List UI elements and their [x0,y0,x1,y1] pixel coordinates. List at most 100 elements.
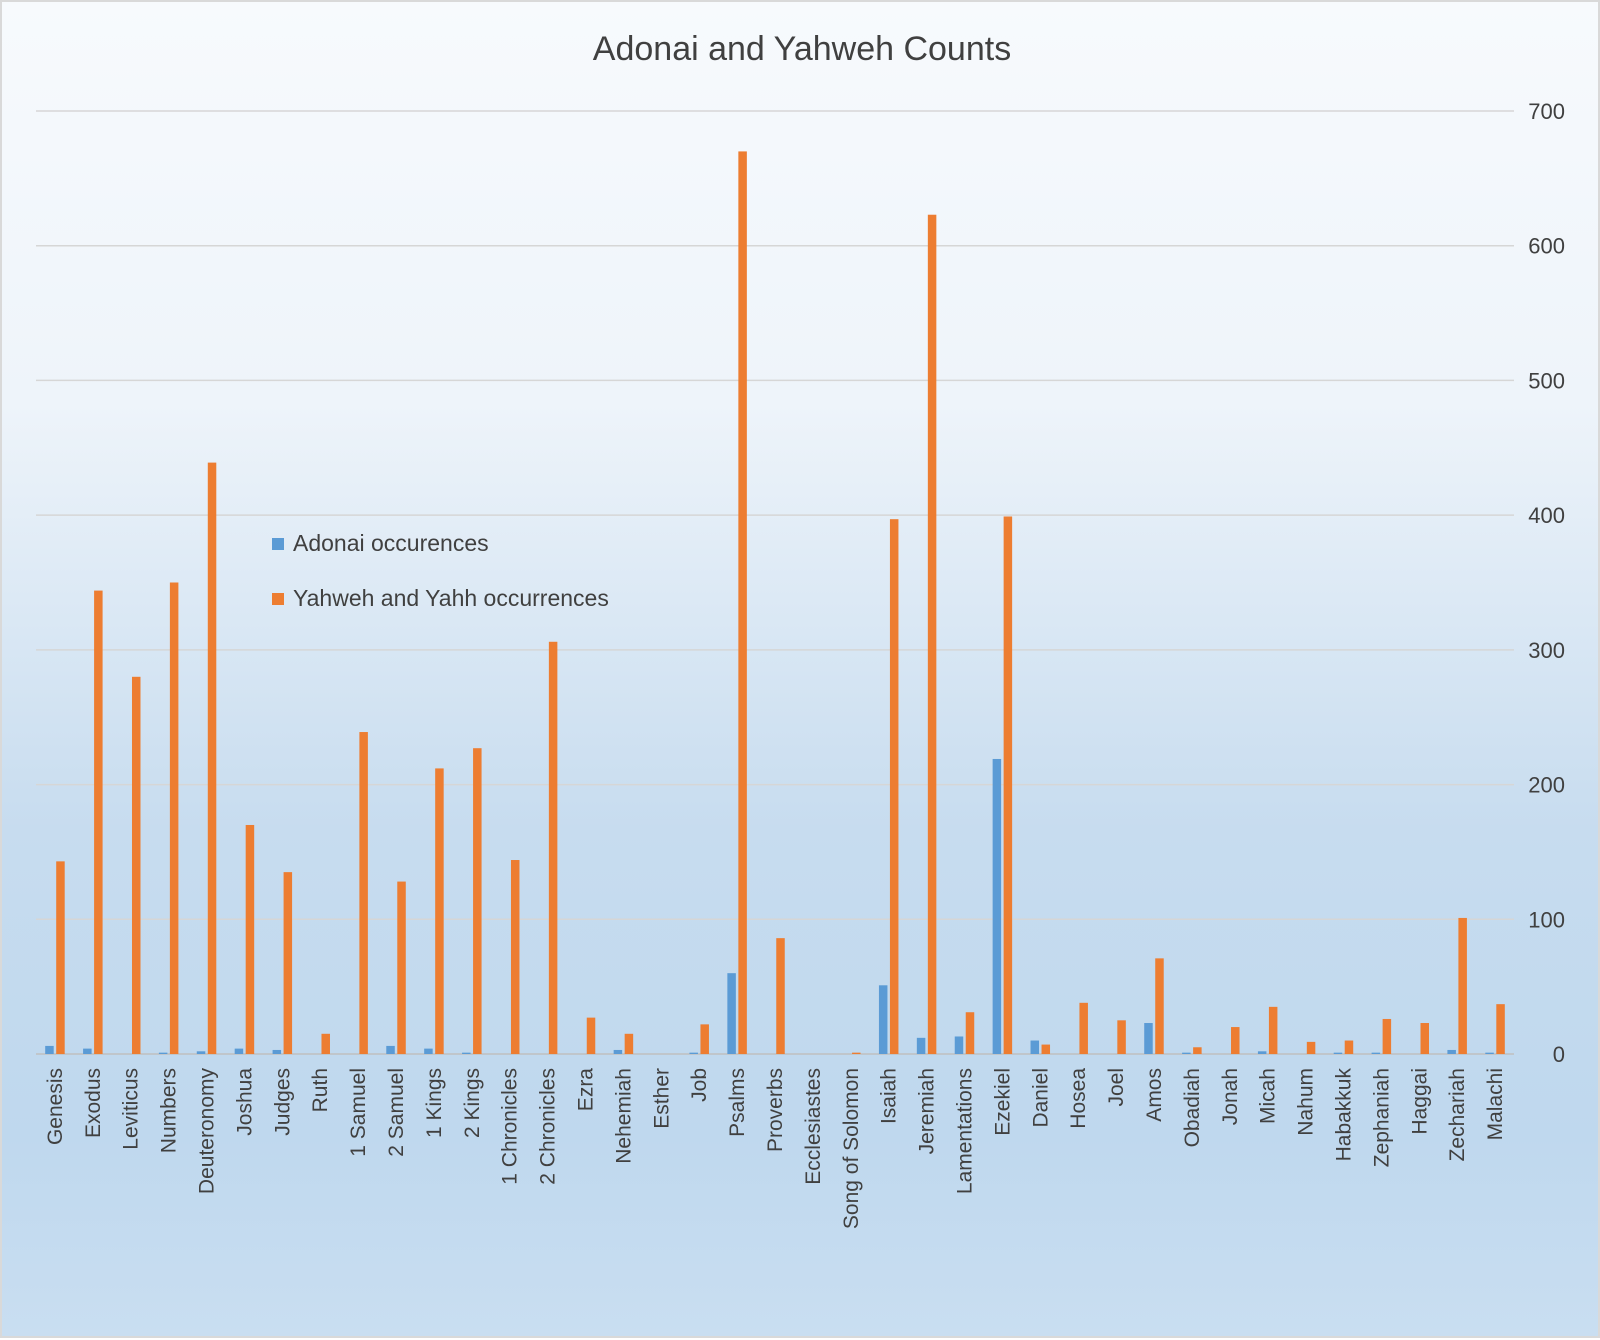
bar-yahweh [435,768,444,1054]
bar-yahweh [776,938,785,1054]
bar-yahweh [510,860,520,1054]
x-category-label: Numbers [158,1068,181,1153]
bar-adonai [1182,1052,1191,1054]
bar-yahweh [359,732,368,1054]
legend-label-adonai: Adonai occurences [293,530,489,556]
x-category-label: Ezra [575,1068,598,1112]
bar-yahweh [1079,1002,1088,1054]
bar-adonai [992,758,1002,1054]
bar-adonai [916,1037,926,1054]
bar-adonai [689,1052,698,1054]
bar-yahweh [1193,1047,1202,1054]
bar-yahweh [624,1033,634,1054]
x-category-label: 1 Kings [423,1068,446,1138]
x-axis-categories: Genesis Exodus Leviticus Numbers Deuteronomy… [44,1068,1507,1230]
x-category-label: Isaiah [878,1068,901,1124]
bar-adonai [613,1049,623,1054]
x-category-label: Malachi [1484,1068,1507,1140]
bar-yahweh [1458,917,1467,1054]
legend-swatch-adonai [272,537,284,550]
bar-adonai [386,1045,395,1054]
bar-adonai [158,1052,168,1054]
x-category-label: Haggai [1408,1068,1431,1135]
bar-adonai [1485,1052,1494,1054]
bar-adonai [272,1049,282,1054]
bar-yahweh [1306,1041,1316,1054]
legend-swatch-yahweh [272,592,284,605]
bar-adonai [462,1052,471,1054]
y-axis-ticks: 0 100 200 300 400 500 600 700 [1528,99,1565,1067]
x-category-label: Micah [1257,1068,1280,1124]
x-category-label: Leviticus [120,1068,143,1150]
legend: Adonai occurences Yahweh and Yahh occurr… [272,530,609,640]
bar-yahweh [56,861,65,1054]
gridlines [36,110,1514,1055]
x-category-label: Jonah [1219,1068,1242,1125]
bar-adonai [234,1048,244,1054]
x-category-label: Jeremiah [916,1068,939,1154]
bar-yahweh [397,881,406,1054]
x-category-label: Ezekiel [991,1068,1014,1136]
bar-adonai [1447,1049,1456,1054]
x-category-label: 2 Samuel [385,1068,408,1157]
y-tick-label: 200 [1528,773,1565,798]
x-category-label: Hosea [1067,1068,1090,1129]
bar-yahweh [927,214,937,1055]
x-category-label: Zephaniah [1370,1068,1393,1167]
bar-yahweh [207,462,217,1055]
x-category-label: Habakkuk [1332,1068,1355,1162]
x-category-label: Judges [271,1068,294,1136]
bar-yahweh [473,748,482,1054]
bar-yahweh [283,872,293,1054]
x-category-label: Daniel [1029,1068,1052,1128]
bar-yahweh [1382,1018,1392,1054]
bar-yahweh [1344,1040,1354,1054]
bar-yahweh [245,824,255,1054]
bar-yahweh [321,1033,330,1054]
y-tick-label: 300 [1528,638,1565,663]
y-tick-label: 100 [1528,907,1565,932]
x-category-label: Genesis [44,1068,67,1145]
bar-yahweh [1420,1023,1430,1054]
x-category-label: Proverbs [764,1068,787,1152]
bar-yahweh [889,519,899,1054]
bar-adonai [954,1036,964,1054]
y-tick-label: 600 [1528,234,1565,259]
bar-adonai [424,1048,433,1054]
bar-adonai [1371,1052,1381,1054]
x-category-label: Joel [1105,1068,1128,1107]
x-category-label: Song of Solomon [840,1068,863,1229]
bar-yahweh [131,676,141,1054]
bar-adonai [1257,1051,1267,1054]
bar-yahweh [965,1012,975,1054]
legend-label-yahweh: Yahweh and Yahh occurrences [293,585,609,611]
x-category-label: Job [688,1068,711,1102]
bar-yahweh [94,590,103,1054]
bar-yahweh [1003,516,1013,1054]
x-category-label: Deuteronomy [196,1068,219,1195]
x-category-label: Lamentations [953,1068,976,1194]
x-category-label: 2 Kings [461,1068,484,1138]
x-category-label: Psalms [726,1068,749,1137]
x-category-label: Amos [1143,1068,1166,1122]
x-category-label: Esther [650,1068,673,1129]
legend-entry-yahweh: Yahweh and Yahh occurrences [272,585,609,612]
y-tick-label: 0 [1553,1042,1565,1067]
x-category-label: 1 Chronicles [499,1068,522,1185]
bar-yahweh [1155,958,1164,1054]
bar-yahweh [738,151,747,1054]
legend-entry-adonai: Adonai occurences [272,530,609,557]
x-category-label: Zechariah [1446,1068,1469,1161]
bar-adonai [83,1048,92,1054]
x-category-label: 2 Chronicles [537,1068,560,1185]
bar-adonai [196,1051,206,1054]
bar-yahweh [1268,1006,1278,1054]
bar-yahweh [1041,1044,1051,1054]
bar-adonai [1333,1052,1343,1054]
x-category-label: 1 Samuel [347,1068,370,1157]
x-category-label: Ruth [309,1068,332,1112]
bar-adonai [727,973,736,1054]
bar-yahweh [1496,1004,1505,1054]
